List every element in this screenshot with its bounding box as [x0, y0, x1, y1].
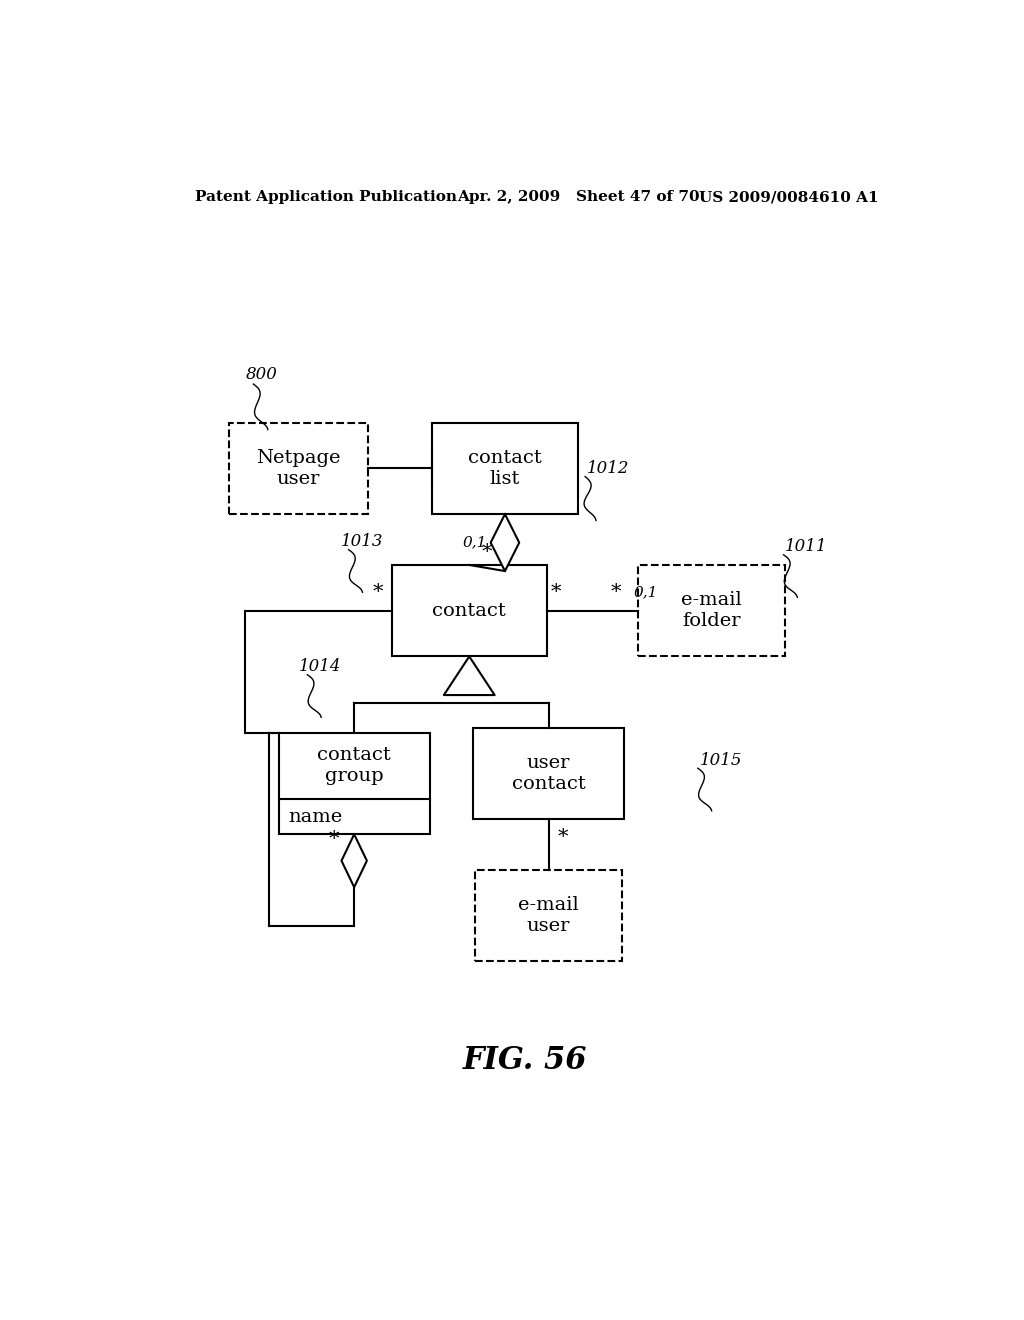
Polygon shape	[490, 515, 519, 572]
Text: *: *	[329, 830, 340, 849]
Text: contact
list: contact list	[468, 449, 542, 488]
Text: 0,1: 0,1	[463, 536, 487, 549]
Text: name: name	[289, 808, 343, 825]
Text: US 2009/0084610 A1: US 2009/0084610 A1	[699, 190, 879, 205]
Text: *: *	[481, 544, 492, 562]
Text: Netpage
user: Netpage user	[256, 449, 341, 488]
Text: e-mail
user: e-mail user	[518, 896, 579, 935]
Text: FIG. 56: FIG. 56	[463, 1045, 587, 1077]
Text: *: *	[373, 583, 383, 602]
Text: 0,1: 0,1	[634, 585, 658, 599]
Text: *: *	[558, 828, 568, 847]
Text: e-mail
folder: e-mail folder	[681, 591, 741, 630]
Text: 1012: 1012	[587, 459, 629, 477]
Text: contact: contact	[432, 602, 506, 619]
Text: *: *	[610, 583, 621, 602]
Text: contact
group: contact group	[317, 746, 391, 785]
Text: Apr. 2, 2009   Sheet 47 of 70: Apr. 2, 2009 Sheet 47 of 70	[458, 190, 700, 205]
Text: *: *	[551, 583, 561, 602]
Polygon shape	[443, 656, 495, 696]
Text: 800: 800	[246, 367, 278, 383]
Text: Patent Application Publication: Patent Application Publication	[196, 190, 458, 205]
Polygon shape	[341, 834, 367, 887]
Text: 1011: 1011	[785, 539, 827, 556]
Text: 1014: 1014	[299, 659, 341, 675]
Text: 1013: 1013	[341, 533, 383, 550]
Text: user
contact: user contact	[512, 754, 586, 793]
Text: 1015: 1015	[699, 751, 742, 768]
